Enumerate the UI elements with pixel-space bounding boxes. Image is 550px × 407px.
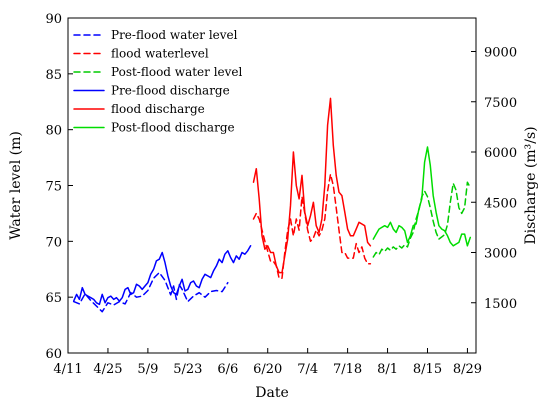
y-right-tick-label: 4500: [484, 196, 517, 211]
legend-label: Post-flood water level: [111, 65, 243, 79]
x-tick-label: 8/1: [377, 362, 398, 377]
x-tick-label: 8/29: [453, 362, 482, 377]
series-line-2: [252, 173, 372, 279]
y-left-tick-label: 85: [45, 68, 62, 83]
series-line-4: [72, 245, 252, 306]
x-tick-label: 7/4: [297, 362, 318, 377]
y-left-tick-label: 70: [45, 235, 62, 250]
y-left-tick-label: 80: [45, 124, 62, 139]
series-line-1: [72, 271, 229, 313]
series-line-5: [252, 97, 372, 274]
x-tick-label: 6/6: [217, 362, 238, 377]
legend-label: Pre-flood discharge: [111, 84, 230, 98]
x-axis-title: Date: [255, 385, 288, 401]
y-right-tick-label: 3000: [484, 247, 517, 262]
legend-label: flood waterlevel: [111, 47, 209, 61]
y-left-tick-label: 75: [45, 180, 62, 195]
y-left-axis-title: Water level (m): [8, 131, 24, 240]
x-tick-label: 7/18: [333, 362, 362, 377]
y-left-tick-label: 90: [45, 12, 62, 27]
legend-label: flood discharge: [111, 102, 205, 116]
y-right-tick-label: 9000: [484, 46, 517, 61]
y-right-axis-title: Discharge (m³/s): [523, 126, 539, 244]
y-left-tick-label: 60: [45, 347, 62, 362]
series-line-6: [372, 146, 472, 247]
legend-label: Post-flood discharge: [111, 121, 235, 135]
x-tick-label: 6/20: [253, 362, 282, 377]
y-right-tick-label: 1500: [484, 297, 517, 312]
y-left-tick-label: 65: [45, 291, 62, 306]
x-tick-label: 5/9: [137, 362, 158, 377]
x-tick-label: 8/15: [413, 362, 442, 377]
y-right-tick-label: 7500: [484, 96, 517, 111]
legend-label: Pre-flood water level: [111, 28, 238, 42]
x-tick-label: 5/23: [173, 362, 202, 377]
x-tick-label: 4/25: [93, 362, 122, 377]
y-right-tick-label: 6000: [484, 146, 517, 161]
x-tick-label: 4/11: [53, 362, 82, 377]
